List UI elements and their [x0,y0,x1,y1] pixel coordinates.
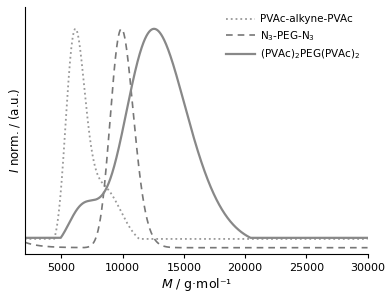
(PVAc)$_2$PEG(PVAc)$_2$ [62,231,66,235]
N$_3$-PEG-N$_3$ [119,27,124,31]
PVAc-alkyne-PVAc [82,85,87,89]
PVAc-alkyne-PVAc [154,237,159,241]
(PVAc)$_2$PEG(PVAc)$_2$ [359,236,363,240]
PVAc-alkyne-PVAc [169,237,174,241]
PVAc-alkyne-PVAc [73,27,78,31]
N$_3$-PEG-N$_3$ [169,246,174,249]
PVAc-alkyne-PVAc [359,237,363,241]
N$_3$-PEG-N$_3$ [359,246,363,250]
(PVAc)$_2$PEG(PVAc)$_2$ [152,27,156,31]
PVAc-alkyne-PVAc [22,237,27,241]
PVAc-alkyne-PVAc [365,237,370,241]
PVAc-alkyne-PVAc [322,237,327,241]
(PVAc)$_2$PEG(PVAc)$_2$ [365,236,370,240]
Line: (PVAc)$_2$PEG(PVAc)$_2$: (PVAc)$_2$PEG(PVAc)$_2$ [25,29,368,238]
(PVAc)$_2$PEG(PVAc)$_2$ [154,28,159,31]
(PVAc)$_2$PEG(PVAc)$_2$ [22,236,27,240]
N$_3$-PEG-N$_3$ [322,246,327,250]
Y-axis label: $\mathit{I}$ norm. / (a.u.): $\mathit{I}$ norm. / (a.u.) [7,88,22,173]
PVAc-alkyne-PVAc [62,149,66,153]
(PVAc)$_2$PEG(PVAc)$_2$ [169,56,174,60]
N$_3$-PEG-N$_3$ [154,240,159,243]
X-axis label: $\mathit{M}$ / g·mol⁻¹: $\mathit{M}$ / g·mol⁻¹ [161,276,232,293]
Line: N$_3$-PEG-N$_3$: N$_3$-PEG-N$_3$ [25,29,368,248]
Legend: PVAc-alkyne-PVAc, N$_3$-PEG-N$_3$, (PVAc)$_2$PEG(PVAc)$_2$: PVAc-alkyne-PVAc, N$_3$-PEG-N$_3$, (PVAc… [223,12,362,63]
(PVAc)$_2$PEG(PVAc)$_2$ [322,236,327,240]
N$_3$-PEG-N$_3$ [62,245,66,249]
N$_3$-PEG-N$_3$ [22,240,27,244]
(PVAc)$_2$PEG(PVAc)$_2$ [82,201,87,204]
N$_3$-PEG-N$_3$ [365,246,370,250]
Line: PVAc-alkyne-PVAc: PVAc-alkyne-PVAc [25,29,368,239]
N$_3$-PEG-N$_3$ [82,246,87,249]
